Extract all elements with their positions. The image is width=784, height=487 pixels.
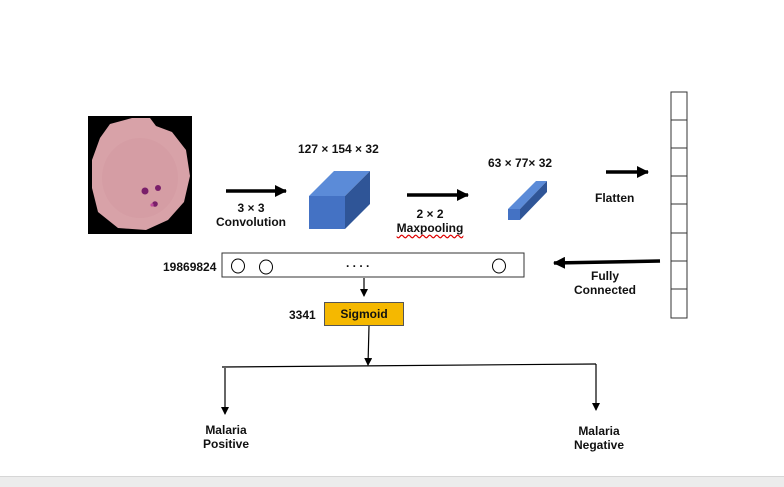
conv-output-dims: 127 × 154 × 32	[298, 142, 379, 156]
conv-op-name: Convolution	[216, 215, 286, 229]
fully-connected-label: Fully Connected	[570, 269, 640, 297]
neuron-node	[259, 259, 273, 275]
split-line	[221, 363, 597, 368]
sigmoid-param-count: 3341	[289, 308, 316, 322]
pool-op-name: Maxpooling	[396, 221, 464, 235]
fully-connected-line1: Fully	[590, 269, 619, 283]
negative-line1: Malaria	[578, 424, 620, 438]
pool-size: 2 × 2	[416, 207, 444, 221]
fully-connected-arrow	[553, 256, 661, 269]
pool-output-cube	[508, 181, 547, 220]
sigmoid-output-arrow	[364, 325, 373, 366]
conv-output-cube	[309, 171, 370, 229]
conv-kernel-size: 3 × 3	[237, 201, 265, 215]
blood-cell-image	[88, 116, 192, 234]
dense-layer-box	[221, 252, 525, 278]
neuron-node	[231, 258, 245, 274]
malaria-negative-label: Malaria Negative	[569, 424, 629, 452]
fully-connected-line2: Connected	[573, 283, 636, 297]
window-bottom-bar	[0, 476, 784, 487]
sigmoid-box: Sigmoid	[324, 302, 404, 326]
neuron-node	[492, 258, 506, 274]
neuron-ellipsis: . . . .	[346, 256, 370, 270]
pool-label: 2 × 2 Maxpooling	[392, 207, 468, 235]
pool-output-dims: 63 × 77× 32	[488, 156, 553, 170]
flatten-vector	[670, 91, 688, 319]
conv-label: 3 × 3 Convolution	[214, 201, 288, 229]
negative-line2: Negative	[573, 438, 625, 452]
flatten-label: Flatten	[595, 191, 635, 205]
positive-line1: Malaria	[205, 423, 247, 437]
malaria-positive-label: Malaria Positive	[196, 423, 256, 451]
positive-line2: Positive	[202, 437, 250, 451]
dense-param-count: 19869824	[163, 260, 217, 274]
